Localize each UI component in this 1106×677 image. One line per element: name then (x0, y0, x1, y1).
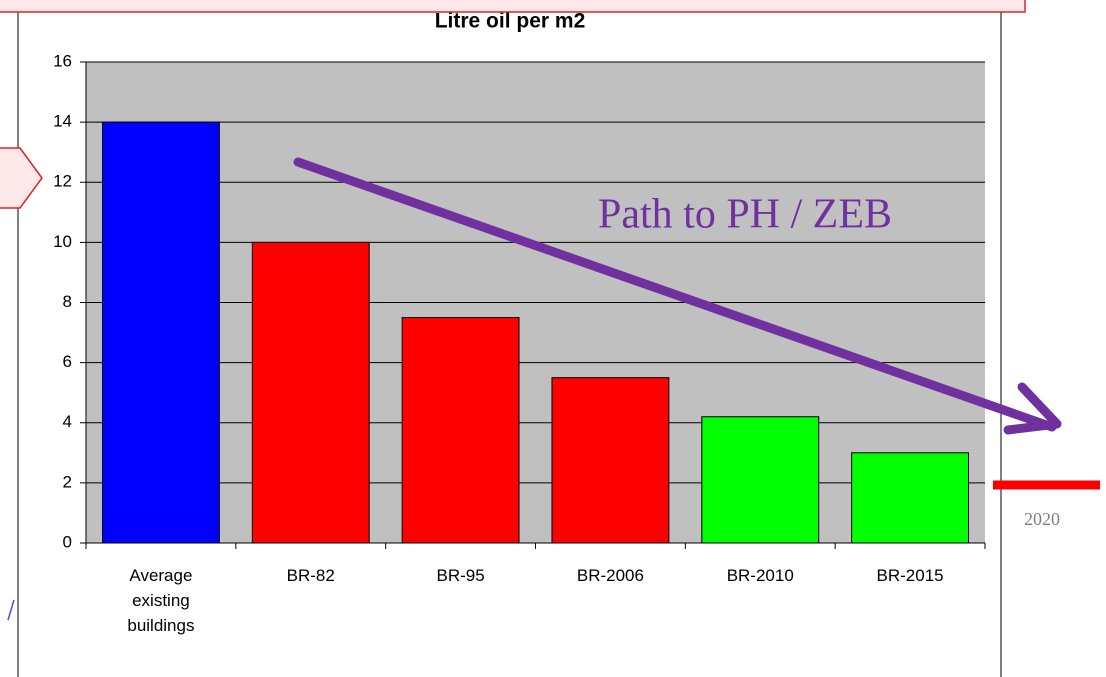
annotation-year: 2020 (1024, 509, 1060, 529)
y-tick-label: 8 (63, 292, 72, 311)
y-tick-label: 16 (53, 51, 72, 70)
bar (851, 452, 970, 544)
x-tick-label: BR-82 (287, 566, 335, 585)
x-tick-label: BR-2015 (877, 566, 944, 585)
bar (701, 416, 820, 544)
trend-arrow (293, 157, 1057, 432)
x-tick-label: BR-2010 (727, 566, 794, 585)
callout-box-top (0, 0, 1026, 13)
callout-pointer (7, 599, 15, 621)
callout-box-left (0, 147, 43, 209)
annotation-text: Path to PH / ZEB (598, 192, 892, 238)
y-tick-label: 10 (53, 232, 72, 251)
y-tick-label: 14 (53, 112, 72, 131)
x-tick-label: BR-2006 (577, 566, 644, 585)
bar (551, 377, 670, 544)
bar (251, 241, 370, 544)
x-tick-label: Average existing buildings (127, 566, 194, 635)
y-tick-label: 6 (63, 352, 72, 371)
y-tick-label: 4 (63, 412, 72, 431)
bar (101, 121, 220, 544)
bar (401, 317, 520, 544)
x-tick-label: BR-95 (436, 566, 484, 585)
y-tick-label: 2 (63, 472, 72, 491)
y-tick-label: 12 (53, 172, 72, 191)
chart-title: Litre oil per m2 (435, 10, 586, 33)
y-tick-label: 0 (63, 532, 72, 551)
trend-arrow-head (1003, 382, 1062, 435)
